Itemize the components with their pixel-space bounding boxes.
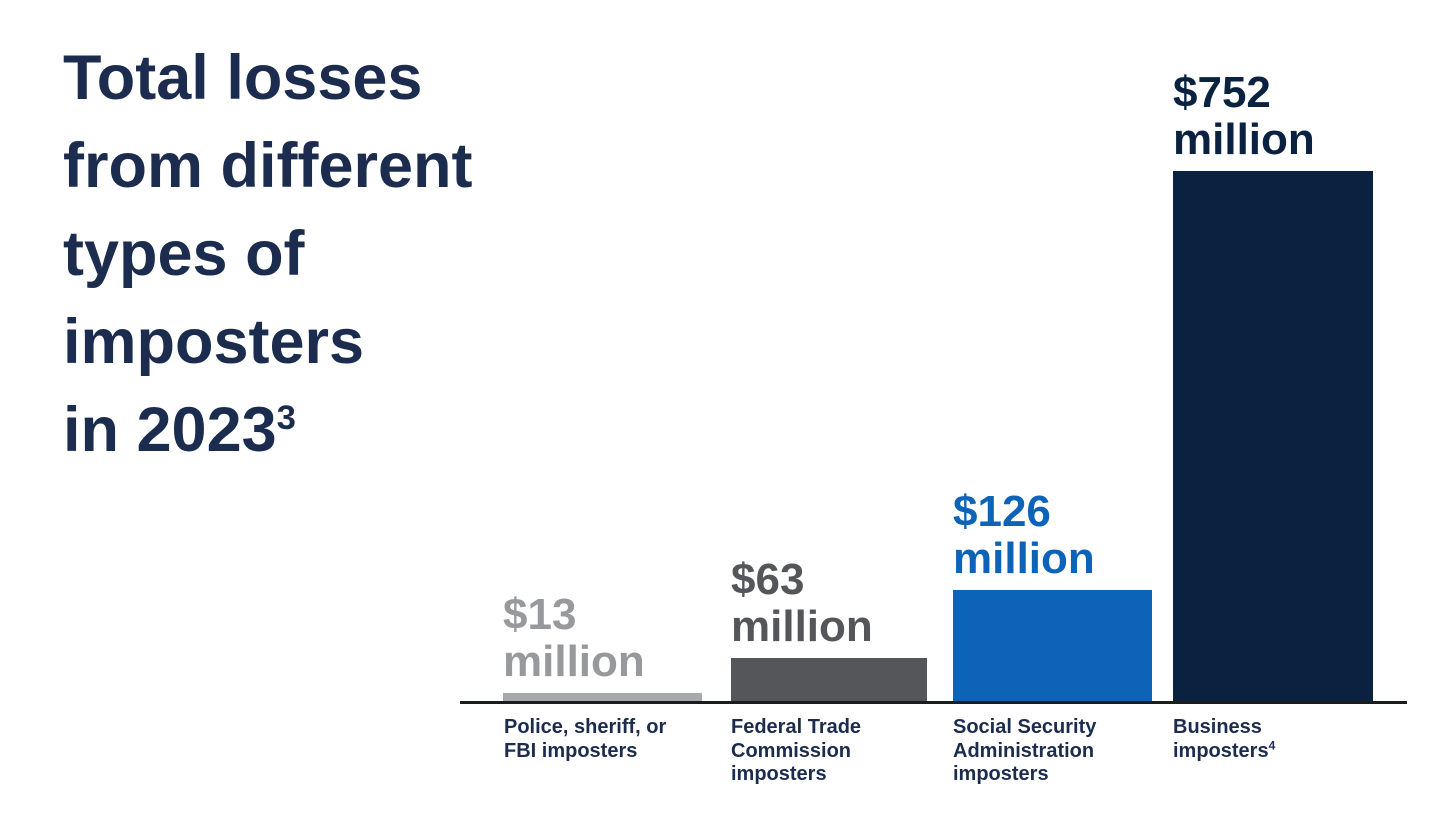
bar-police-sheriff-fbi (503, 693, 702, 701)
title-footnote-marker: 3 (276, 399, 296, 437)
bar-ssa (953, 590, 1152, 701)
category-line: Business (1173, 716, 1262, 738)
title-line: imposters (63, 307, 365, 377)
title-line: types of (63, 219, 305, 289)
category-label-police-sheriff-fbi: Police, sheriff, or FBI imposters (504, 716, 722, 763)
bar-group-business: $752 million (1173, 69, 1373, 701)
value-unit: million (503, 637, 645, 686)
value-amount: $126 (953, 487, 1051, 536)
chart-title: Total losses from different types of imp… (63, 34, 473, 474)
bar-group-ssa: $126 million (953, 488, 1152, 701)
category-line: Commission (731, 739, 852, 762)
value-label-business: $752 million (1173, 69, 1315, 163)
title-line: in 20233 (63, 386, 473, 474)
bar-ftc (731, 658, 927, 701)
value-label-ftc: $63 million (731, 556, 873, 650)
category-line: Federal Trade (731, 716, 862, 738)
bar-group-ftc: $63 million (731, 556, 927, 701)
title-line-text: in 2023 (63, 395, 277, 465)
title-line: from different (63, 131, 473, 201)
category-line: imposters (953, 763, 1049, 785)
category-line: Social Security (953, 716, 1097, 738)
title-line: Total losses (63, 43, 423, 113)
category-line: FBI imposters (504, 739, 638, 762)
category-line: Police, sheriff, or (504, 716, 667, 738)
value-unit: million (731, 602, 873, 651)
value-unit: million (1173, 115, 1315, 164)
category-label-ssa: Social Security Administration imposters (953, 716, 1171, 787)
value-amount: $13 (503, 590, 577, 639)
category-footnote-marker: 4 (1268, 737, 1276, 752)
category-line-text: imposters (1173, 739, 1269, 762)
category-line: imposters (731, 763, 827, 785)
category-line: imposters4 (1173, 737, 1391, 764)
category-line: Administration (953, 739, 1095, 762)
value-label-ssa: $126 million (953, 488, 1095, 582)
value-label-police-sheriff-fbi: $13 million (503, 591, 645, 685)
category-label-business: Business imposters4 (1173, 716, 1391, 763)
x-axis-line (460, 701, 1407, 704)
value-amount: $63 (731, 555, 805, 604)
bar-group-police-sheriff-fbi: $13 million (503, 591, 702, 701)
category-label-ftc: Federal Trade Commission imposters (731, 716, 949, 787)
value-amount: $752 (1173, 68, 1271, 117)
bar-business (1173, 171, 1373, 701)
value-unit: million (953, 534, 1095, 583)
